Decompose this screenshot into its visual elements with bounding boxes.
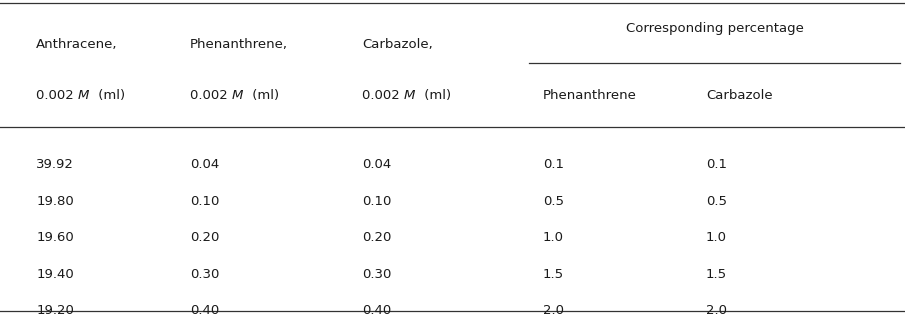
Text: 0.40: 0.40 xyxy=(190,304,219,317)
Text: 0.002: 0.002 xyxy=(362,89,403,102)
Text: Carbazole,: Carbazole, xyxy=(362,38,433,51)
Text: 0.1: 0.1 xyxy=(543,158,564,171)
Text: 0.10: 0.10 xyxy=(190,195,219,208)
Text: 1.5: 1.5 xyxy=(543,268,564,281)
Text: 0.5: 0.5 xyxy=(706,195,727,208)
Text: 0.20: 0.20 xyxy=(362,231,391,244)
Text: Carbazole: Carbazole xyxy=(706,89,773,102)
Text: 39.92: 39.92 xyxy=(36,158,74,171)
Text: (ml): (ml) xyxy=(420,89,451,102)
Text: 0.10: 0.10 xyxy=(362,195,391,208)
Text: (ml): (ml) xyxy=(94,89,125,102)
Text: 19.60: 19.60 xyxy=(36,231,74,244)
Text: M: M xyxy=(78,89,90,102)
Text: 19.40: 19.40 xyxy=(36,268,74,281)
Text: 0.1: 0.1 xyxy=(706,158,727,171)
Text: 0.5: 0.5 xyxy=(543,195,564,208)
Text: M: M xyxy=(232,89,243,102)
Text: 0.20: 0.20 xyxy=(190,231,219,244)
Text: Phenanthrene,: Phenanthrene, xyxy=(190,38,288,51)
Text: Corresponding percentage: Corresponding percentage xyxy=(626,22,804,35)
Text: 0.002: 0.002 xyxy=(190,89,231,102)
Text: 0.30: 0.30 xyxy=(362,268,391,281)
Text: Phenanthrene: Phenanthrene xyxy=(543,89,637,102)
Text: 19.20: 19.20 xyxy=(36,304,74,317)
Text: 1.0: 1.0 xyxy=(543,231,564,244)
Text: (ml): (ml) xyxy=(248,89,279,102)
Text: 0.04: 0.04 xyxy=(362,158,391,171)
Text: 0.30: 0.30 xyxy=(190,268,219,281)
Text: 1.5: 1.5 xyxy=(706,268,727,281)
Text: M: M xyxy=(404,89,415,102)
Text: 2.0: 2.0 xyxy=(543,304,564,317)
Text: 2.0: 2.0 xyxy=(706,304,727,317)
Text: 19.80: 19.80 xyxy=(36,195,74,208)
Text: 0.40: 0.40 xyxy=(362,304,391,317)
Text: Anthracene,: Anthracene, xyxy=(36,38,118,51)
Text: 0.04: 0.04 xyxy=(190,158,219,171)
Text: 0.002: 0.002 xyxy=(36,89,77,102)
Text: 1.0: 1.0 xyxy=(706,231,727,244)
